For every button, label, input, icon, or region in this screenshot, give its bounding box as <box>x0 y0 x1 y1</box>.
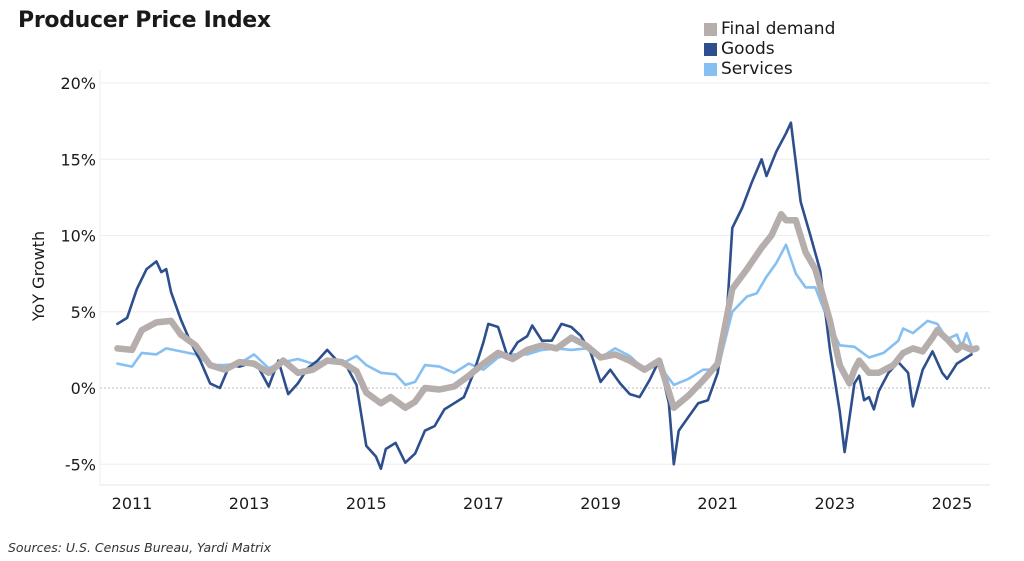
x-tick-label: 2015 <box>346 494 387 513</box>
y-tick-label: -5% <box>65 455 96 474</box>
x-tick-label: 2021 <box>697 494 738 513</box>
x-tick-label: 2025 <box>932 494 973 513</box>
legend-swatch-goods <box>704 42 717 56</box>
y-tick-label: 10% <box>60 227 96 246</box>
x-tick-label: 2011 <box>112 494 153 513</box>
legend-item-goods: Goods <box>704 39 835 59</box>
x-tick-label: 2013 <box>229 494 270 513</box>
source-note: Sources: U.S. Census Bureau, Yardi Matri… <box>8 540 272 555</box>
chart-title: Producer Price Index <box>18 8 271 33</box>
y-tick-label: 0% <box>71 379 96 398</box>
legend-label: Services <box>721 59 793 79</box>
y-tick-label: 5% <box>71 303 96 322</box>
legend-swatch-services <box>704 62 717 76</box>
legend-item-final-demand: Final demand <box>704 19 835 39</box>
legend-label: Goods <box>721 39 775 59</box>
legend: Final demand Goods Services <box>704 19 835 79</box>
y-tick-label: 20% <box>60 74 96 93</box>
legend-label: Final demand <box>721 19 836 39</box>
x-tick-label: 2019 <box>580 494 621 513</box>
y-tick-label: 15% <box>60 150 96 169</box>
series-line-goods <box>116 121 973 471</box>
y-axis-label: YoY Growth <box>29 231 48 322</box>
legend-item-services: Services <box>704 59 835 79</box>
legend-swatch-final-demand <box>704 22 717 36</box>
series-line-final-demand <box>114 210 980 412</box>
x-tick-label: 2017 <box>463 494 504 513</box>
x-tick-label: 2023 <box>814 494 855 513</box>
